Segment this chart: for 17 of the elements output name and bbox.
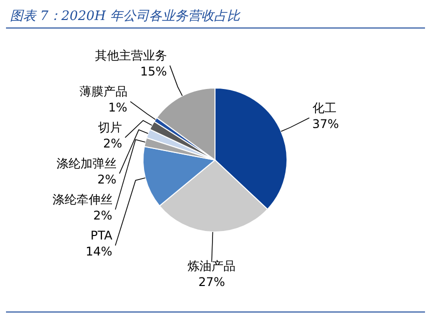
data-label: 27% xyxy=(198,274,226,289)
slice-label: PTA xyxy=(90,228,114,243)
slice-label: 其他主营业务 xyxy=(94,48,167,63)
slice-label: 炼油产品 xyxy=(188,258,236,273)
data-label: 14% xyxy=(86,244,112,259)
data-label: 2% xyxy=(97,172,116,187)
data-label: 2% xyxy=(103,136,122,151)
data-label: 37% xyxy=(312,116,339,131)
data-label: 2% xyxy=(93,208,112,223)
slice-label: 化工 xyxy=(312,100,336,115)
chart-title: 图表 7：2020H 年公司各业务营收占比 xyxy=(10,9,241,24)
slice-label: 薄膜产品 xyxy=(79,84,128,99)
slice-label: 涤纶牵伸丝 xyxy=(52,192,112,207)
slice-label: 涤纶加弹丝 xyxy=(56,156,116,171)
data-label: 15% xyxy=(140,64,167,79)
data-label: 1% xyxy=(108,100,128,115)
slice-label: 切片 xyxy=(98,120,122,135)
